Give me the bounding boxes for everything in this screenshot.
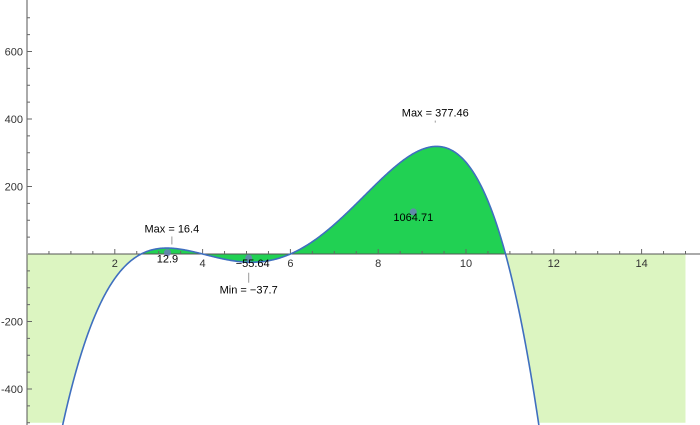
annotations: 12.9 −55.64 1064.71 Max = 16.4 Min = −37.7 Ma… — [145, 108, 469, 297]
x-tick-label: 14 — [635, 258, 647, 270]
y-tick-label: 600 — [5, 47, 23, 59]
region-marker — [163, 249, 171, 257]
integral-region-3 — [290, 146, 506, 254]
x-tick-label: 4 — [200, 258, 206, 270]
area-label: 1064.71 — [393, 212, 433, 224]
y-tick-label: 200 — [5, 182, 23, 194]
x-tick-label: 2 — [112, 258, 118, 270]
integral-shaded-region — [141, 146, 506, 263]
outer-shaded-region — [27, 254, 686, 423]
region-marker — [409, 208, 417, 216]
max-label: Max = 377.46 — [402, 108, 469, 120]
y-tick-label: -400 — [1, 384, 23, 396]
x-tick-label: 12 — [548, 258, 560, 270]
x-tick-label: 6 — [287, 258, 293, 270]
y-tick-label: 400 — [5, 114, 23, 126]
area-label: 12.9 — [157, 254, 178, 266]
area-label: −55.64 — [236, 258, 270, 270]
region-markers — [163, 208, 417, 262]
y-tick-label: -200 — [1, 317, 23, 329]
region-marker — [245, 254, 253, 262]
x-tick-label: 8 — [375, 258, 381, 270]
right-tail-region — [505, 254, 686, 423]
x-tick-label: 10 — [460, 258, 472, 270]
function-curve — [61, 145, 540, 425]
max-label: Max = 16.4 — [145, 223, 200, 235]
curve-path — [61, 145, 540, 425]
min-label: Min = −37.7 — [220, 285, 278, 297]
left-tail-region — [27, 254, 142, 423]
